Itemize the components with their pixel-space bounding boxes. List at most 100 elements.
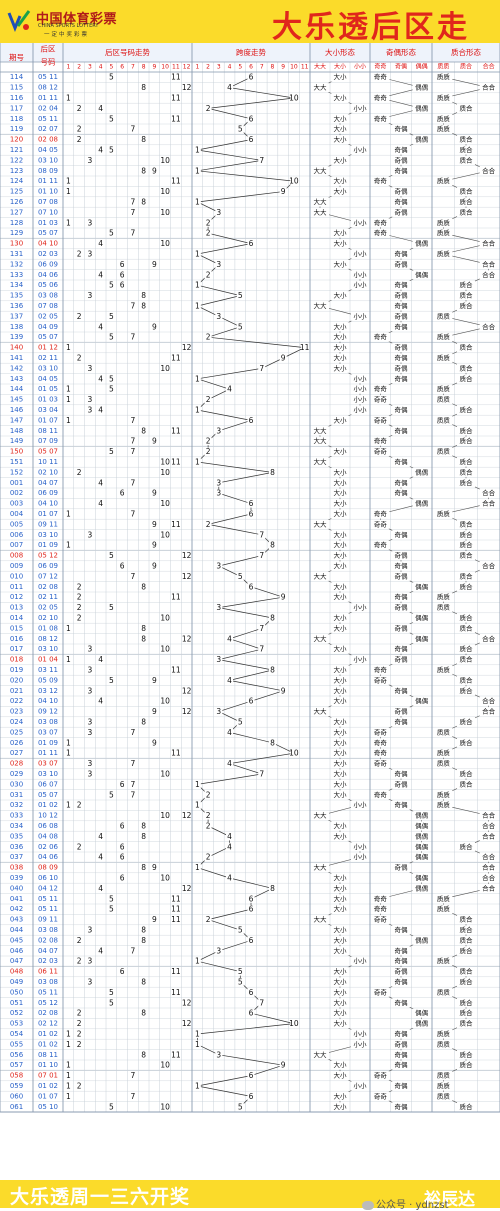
trend-ball: 1 [66,177,71,186]
period-number: 019 [10,666,23,674]
size-pattern: 大小 [334,925,348,934]
back-numbers: 02 12 [38,1020,58,1028]
trend-ball: 11 [171,426,181,435]
parity-marker-bg [412,1019,431,1029]
size-col-header: 大小 [334,63,346,71]
trend-ball: 11 [171,905,181,914]
span-value: 5 [238,718,243,727]
size-pattern: 小小 [354,956,368,965]
parity-pattern: 奇奇 [374,384,388,393]
prime-pattern: 质合 [460,457,474,466]
size-marker-bg [351,145,369,155]
span-marker-bg [204,218,212,227]
period-number: 140 [10,344,23,352]
trend-ball: 1 [66,655,71,664]
parity-pattern: 奇奇 [374,447,388,456]
prime-pattern: 质质 [437,956,451,965]
period-number: 010 [10,572,23,580]
prime-marker-bg [457,467,475,477]
prime-marker-bg [457,551,475,561]
parity-pattern: 奇偶 [395,426,409,435]
span-marker-bg [226,728,234,737]
size-marker-bg [331,769,349,779]
parity-marker-bg [412,613,431,623]
back-numbers: 05 10 [38,1103,58,1111]
span-marker-bg [247,988,255,997]
period-number: 052 [10,1009,23,1017]
parity-pattern: 奇奇 [374,218,388,227]
parity-pattern: 奇偶 [395,343,409,352]
parity-pattern: 奇奇 [374,894,388,903]
period-number: 005 [10,520,23,528]
span-marker-bg [193,863,201,872]
prime-pattern: 质合 [460,623,474,632]
period-number: 056 [10,1051,24,1059]
parity-pattern: 奇偶 [395,1050,409,1059]
prime-marker-bg [434,395,453,405]
parity-marker-bg [371,759,390,769]
span-marker-bg [193,406,201,414]
prime-pattern: 质合 [460,1008,474,1017]
parity-pattern: 奇奇 [374,1071,388,1080]
prime-marker-bg [457,686,475,696]
trend-ball: 7 [130,198,135,207]
size-pattern: 大小 [334,135,348,144]
prime-marker-bg [434,759,453,769]
span-marker-bg [258,364,266,373]
size-pattern: 大小 [334,873,348,882]
size-pattern: 大大 [314,915,328,924]
trend-col-header: 2 [77,64,81,71]
period-number: 035 [10,832,23,840]
size-marker-bg [351,1081,369,1091]
trend-ball: 2 [77,1082,82,1091]
back-numbers: 01 07 [38,510,58,518]
trend-ball: 10 [160,874,170,883]
trend-ball: 9 [152,437,157,446]
size-pattern: 大大 [314,863,328,872]
trend-ball: 12 [182,884,192,893]
size-marker-bg [311,571,329,581]
prime-marker-bg [457,1050,475,1060]
size-pattern: 小小 [354,311,368,320]
parity-marker-bg [412,842,431,852]
span-value: 7 [259,645,264,654]
parity-pattern: 奇奇 [374,540,388,549]
size-marker-bg [331,613,349,623]
span-value: 5 [238,125,243,134]
trend-ball: 5 [109,374,114,383]
back-numbers: 05 11 [38,895,58,903]
period-number: 152 [10,468,23,476]
trend-ball: 7 [130,759,135,768]
span-value: 6 [249,73,254,82]
span-value: 8 [270,541,275,550]
prime-marker-bg [434,904,453,914]
trend-ball: 5 [109,998,114,1007]
footer-brand: 裕辰达 [424,1190,475,1210]
back-numbers: 06 08 [38,822,58,830]
prime-marker-bg [434,956,453,966]
trend-ball: 6 [120,780,125,789]
prime-marker-bg [457,1102,475,1112]
trend-ball: 11 [171,988,181,997]
size-marker-bg [351,1039,369,1049]
back-numbers: 05 07 [38,448,58,456]
parity-pattern: 奇偶 [395,530,409,539]
parity-pattern: 奇奇 [374,759,388,768]
period-number: 033 [10,812,23,820]
span-value: 1 [195,957,200,966]
size-marker-bg [331,935,349,945]
back-numbers: 10 11 [38,458,58,466]
span-value: 3 [216,478,221,487]
size-pattern: 大小 [334,1102,348,1111]
prime-pattern: 质合 [460,291,474,300]
trend-ball: 12 [182,1019,192,1028]
parity-pattern: 奇偶 [395,280,409,289]
period-number: 058 [10,1072,23,1080]
period-number: 127 [10,208,23,216]
trend-ball: 5 [109,73,114,82]
trend-ball: 10 [160,1102,170,1111]
parity-marker-bg [392,374,410,384]
prime-marker-bg [457,925,475,935]
size-pattern: 小小 [354,800,368,809]
size-marker-bg [311,707,329,717]
